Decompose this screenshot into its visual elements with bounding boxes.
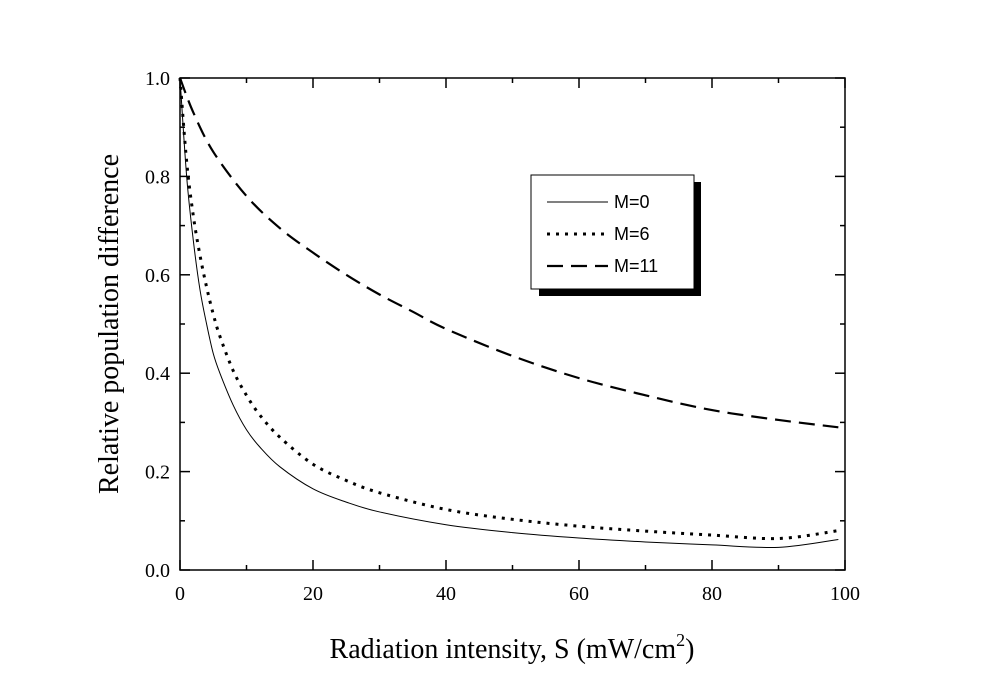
x-tick-label: 60 xyxy=(569,583,589,605)
x-tick-label: 20 xyxy=(303,583,323,605)
y-tick-label: 0.4 xyxy=(145,363,170,385)
y-axis-title: Relative population difference xyxy=(94,154,125,494)
plot-frame xyxy=(179,77,846,571)
series-line-m-6 xyxy=(178,77,839,541)
y-tick-label: 0.8 xyxy=(145,166,170,188)
x-axis-title-superscript: 2 xyxy=(676,630,685,650)
legend-label-m-6: M=6 xyxy=(614,224,650,244)
legend-box xyxy=(530,174,695,290)
x-axis-title-close: ) xyxy=(685,634,694,665)
x-tick-label: 0 xyxy=(175,583,185,605)
tick-labels-layer: 0 20 40 60 80 100 0.0 0.2 0.4 0.6 0.8 1.0 xyxy=(145,68,860,605)
x-tick-label: 100 xyxy=(830,583,860,605)
x-tick-label: 80 xyxy=(702,583,722,605)
y-tick-label: 0.0 xyxy=(145,560,170,582)
legend: M=0 M=6 M=11 xyxy=(530,174,701,296)
x-axis-title-main: Radiation intensity, S (mW/cm xyxy=(330,634,677,665)
legend-items: M=0 M=6 M=11 xyxy=(547,192,658,276)
legend-label-m-0: M=0 xyxy=(614,192,650,212)
series-layer xyxy=(178,77,839,549)
y-tick-label: 0.6 xyxy=(145,265,170,287)
y-tick-label: 0.2 xyxy=(145,462,170,484)
series-line-m-11 xyxy=(178,77,839,429)
series-line-m-0 xyxy=(179,77,839,549)
x-axis-title: Radiation intensity, S (mW/cm2) xyxy=(330,630,695,665)
legend-label-m-11: M=11 xyxy=(614,256,658,276)
y-tick-label: 1.0 xyxy=(145,68,170,90)
ticks-layer xyxy=(179,77,846,571)
x-tick-label: 40 xyxy=(436,583,456,605)
